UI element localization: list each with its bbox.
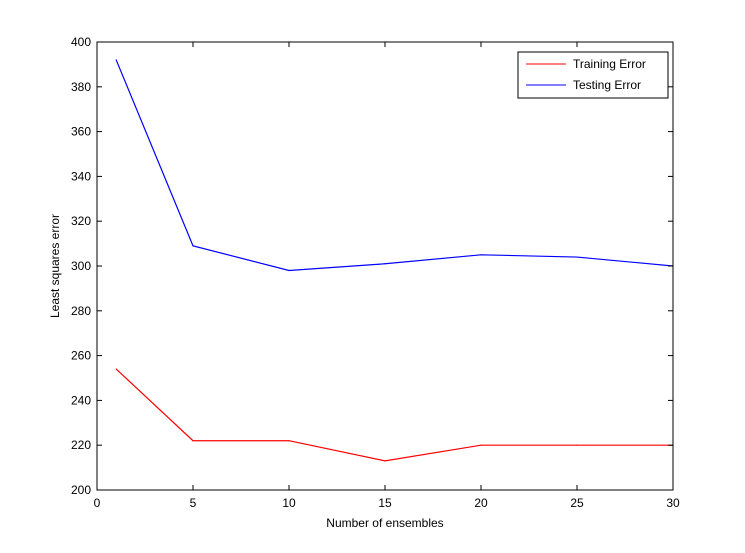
y-tick-label: 400 <box>71 35 91 49</box>
legend-label-testing-error: Testing Error <box>573 78 641 92</box>
data-point-testing-error <box>480 254 482 256</box>
data-point-training-error <box>480 444 482 446</box>
y-tick-label: 240 <box>71 393 91 407</box>
plot-frame <box>96 41 674 491</box>
x-tick-label: 30 <box>666 496 680 510</box>
ticks-layer: 0 5 10 15 20 25 30 200 220 240 260 280 300 320 340 360 3… <box>71 35 680 510</box>
y-tick-label: 360 <box>71 125 91 139</box>
x-tick-label: 5 <box>190 496 197 510</box>
y-tick-label: 340 <box>71 169 91 183</box>
y-tick-label: 380 <box>71 80 91 94</box>
y-tick-label: 280 <box>71 304 91 318</box>
data-point-training-error <box>384 460 386 462</box>
y-axis-title: Least squares error <box>48 214 62 318</box>
data-point-testing-error <box>288 269 290 272</box>
legend: Training Error Testing Error <box>517 51 669 99</box>
legend-label-training-error: Training Error <box>573 57 646 71</box>
x-tick-label: 25 <box>570 496 584 510</box>
y-tick-label: 300 <box>71 259 91 273</box>
x-tick-label: 10 <box>282 496 296 510</box>
x-tick-label: 15 <box>378 496 392 510</box>
x-tick-label: 0 <box>94 496 101 510</box>
legend-box <box>517 51 669 99</box>
data-point-testing-error <box>576 256 578 258</box>
data-point-training-error <box>192 440 194 442</box>
x-axis-title: Number of ensembles <box>326 516 443 530</box>
y-tick-label: 220 <box>71 438 91 452</box>
y-tick-label: 320 <box>71 214 91 228</box>
y-tick-label: 260 <box>71 349 91 363</box>
data-point-training-error <box>115 368 117 370</box>
y-tick-label: 200 <box>71 483 91 497</box>
plot-area <box>97 42 673 490</box>
data-point-training-error <box>576 444 578 446</box>
data-point-training-error <box>288 440 290 442</box>
x-tick-label: 20 <box>474 496 488 510</box>
data-point-testing-error <box>115 59 117 61</box>
data-point-testing-error <box>192 245 194 247</box>
data-point-testing-error <box>384 263 386 265</box>
